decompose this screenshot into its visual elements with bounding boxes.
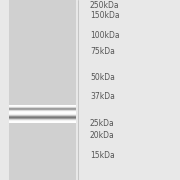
Text: 150kDa: 150kDa <box>90 11 120 20</box>
Text: 15kDa: 15kDa <box>90 151 115 160</box>
Text: 20kDa: 20kDa <box>90 131 115 140</box>
Bar <box>9 0 76 180</box>
Text: 75kDa: 75kDa <box>90 47 115 56</box>
Text: 250kDa: 250kDa <box>90 1 120 10</box>
Text: 37kDa: 37kDa <box>90 92 115 101</box>
Text: 50kDa: 50kDa <box>90 73 115 82</box>
Text: 25kDa: 25kDa <box>90 119 115 128</box>
Text: 100kDa: 100kDa <box>90 31 120 40</box>
